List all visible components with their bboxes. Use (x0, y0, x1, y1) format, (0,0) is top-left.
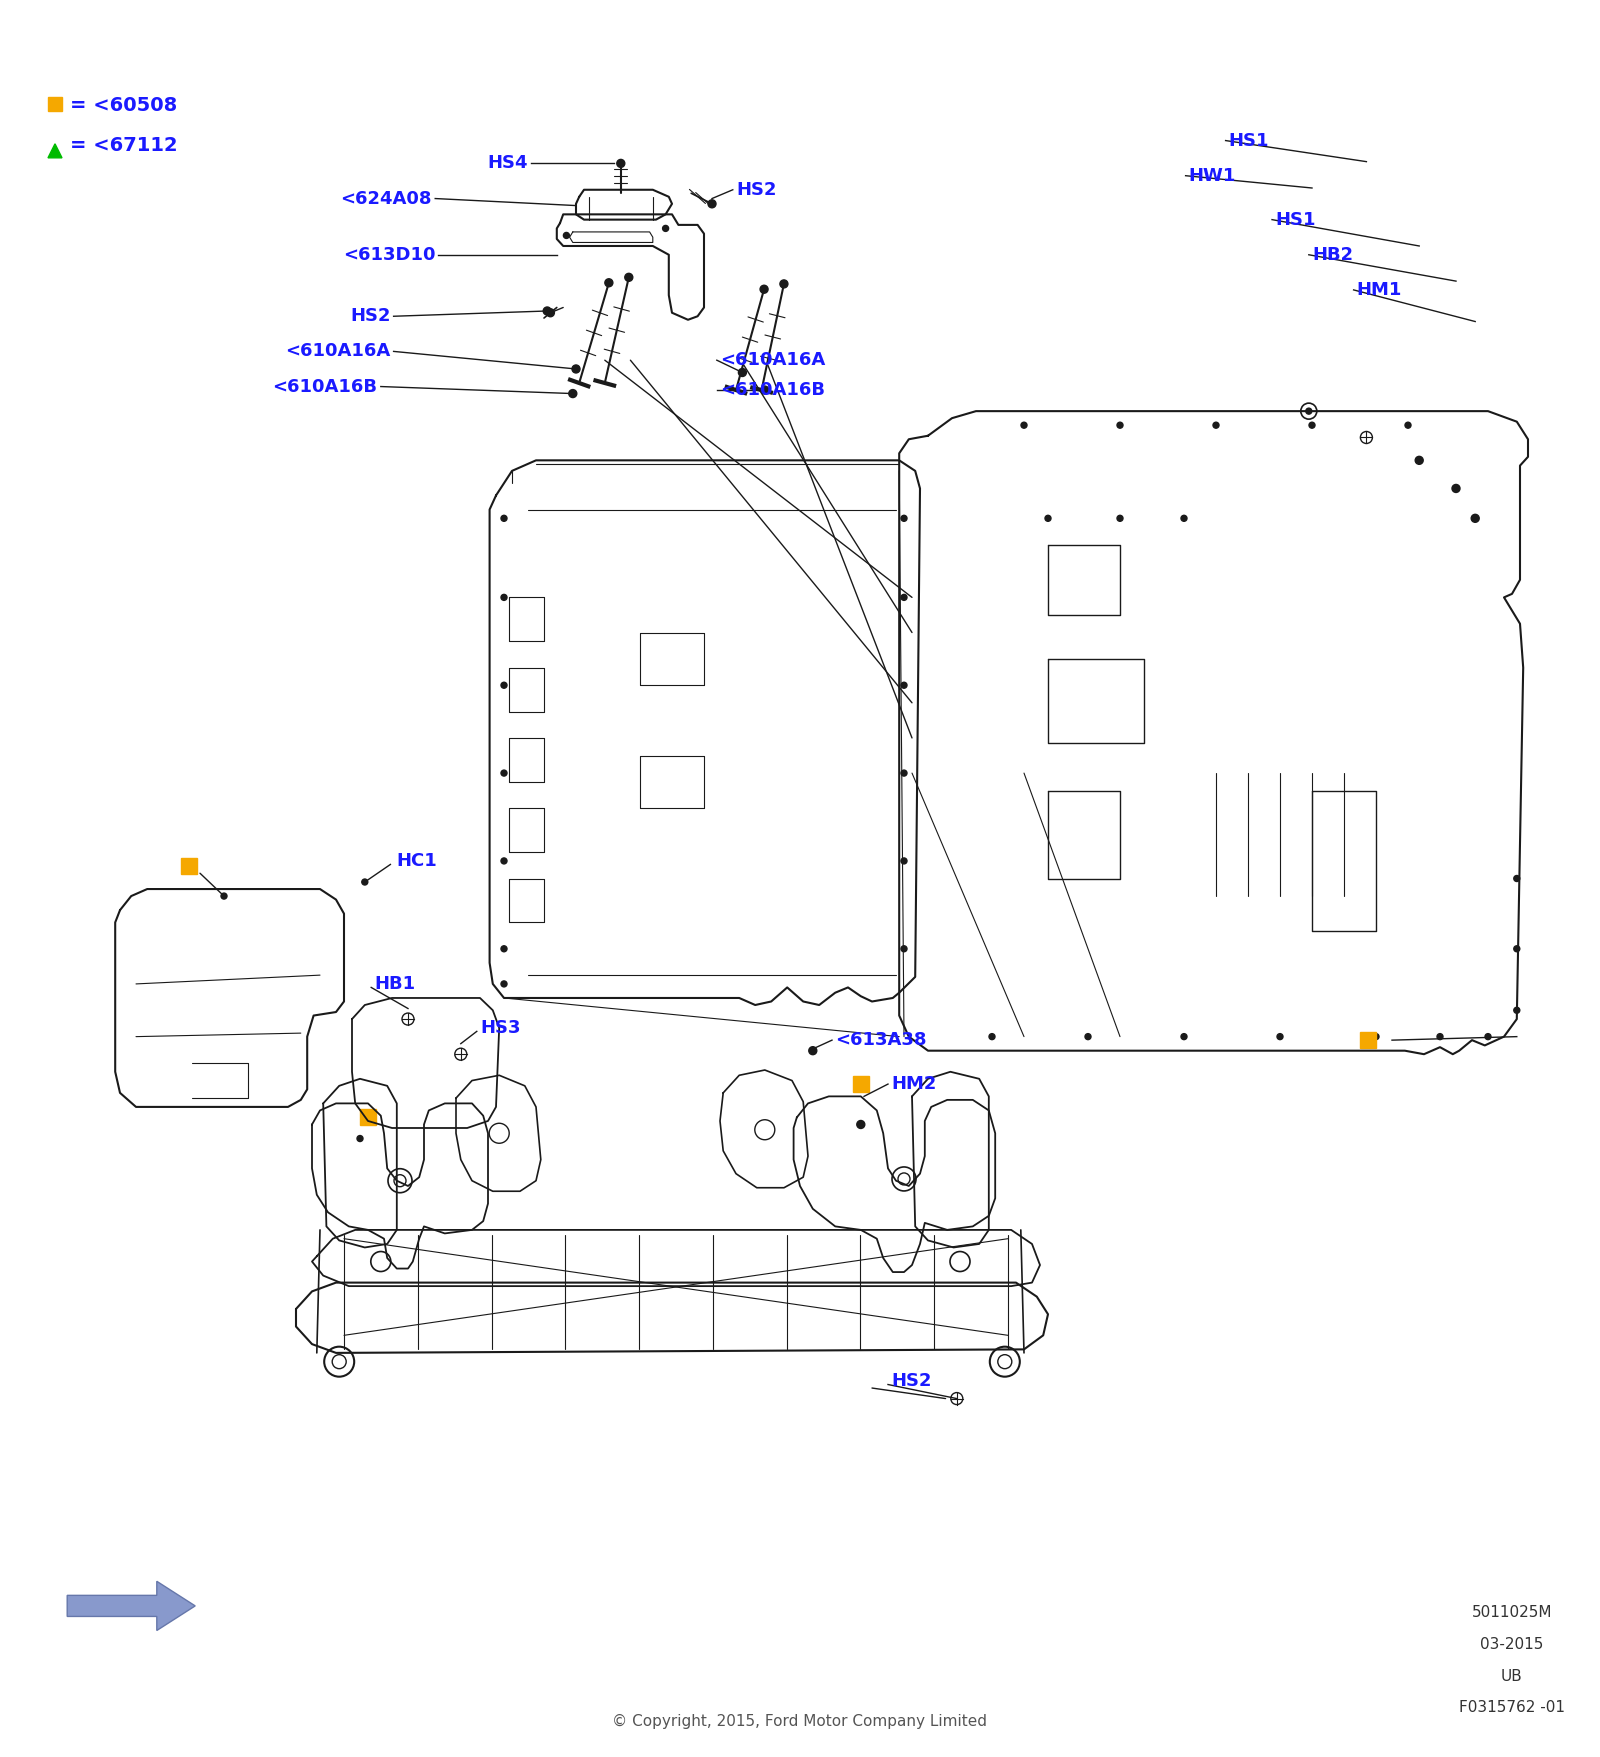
Circle shape (1213, 422, 1219, 429)
Circle shape (1470, 515, 1480, 522)
Circle shape (501, 945, 507, 952)
Text: UB: UB (1501, 1669, 1523, 1683)
Text: HS3: HS3 (480, 1019, 520, 1037)
Circle shape (1306, 408, 1312, 415)
Bar (1360, 1031, 1376, 1049)
Text: © Copyright, 2015, Ford Motor Company Limited: © Copyright, 2015, Ford Motor Company Li… (613, 1715, 987, 1729)
Circle shape (1373, 1033, 1379, 1040)
Bar (48, 97, 62, 111)
Text: <624A08: <624A08 (341, 190, 432, 207)
Circle shape (1181, 1033, 1187, 1040)
Circle shape (1309, 422, 1315, 429)
Circle shape (605, 279, 613, 286)
Circle shape (501, 515, 507, 522)
Bar (181, 857, 197, 875)
Circle shape (901, 857, 907, 864)
Circle shape (357, 1135, 363, 1142)
Bar (360, 1109, 376, 1126)
Text: HB2: HB2 (1312, 246, 1354, 264)
Circle shape (544, 307, 550, 315)
Text: <610A16A: <610A16A (285, 343, 390, 360)
Text: HC1: HC1 (397, 852, 437, 870)
Circle shape (501, 770, 507, 777)
Circle shape (573, 365, 579, 372)
Circle shape (1117, 515, 1123, 522)
Text: <610A16B: <610A16B (720, 381, 826, 399)
Circle shape (989, 1033, 995, 1040)
Circle shape (1181, 515, 1187, 522)
Circle shape (762, 387, 768, 394)
Circle shape (1514, 875, 1520, 882)
Circle shape (901, 594, 907, 601)
Circle shape (362, 878, 368, 886)
Text: HS2: HS2 (891, 1372, 931, 1390)
Circle shape (618, 160, 626, 167)
Text: HS1: HS1 (1275, 211, 1315, 228)
Circle shape (1277, 1033, 1283, 1040)
Text: 5011025M: 5011025M (1472, 1606, 1552, 1620)
Circle shape (808, 1047, 816, 1054)
Circle shape (1085, 1033, 1091, 1040)
Circle shape (501, 682, 507, 689)
Circle shape (1514, 945, 1520, 952)
Circle shape (901, 515, 907, 522)
Circle shape (1117, 422, 1123, 429)
Circle shape (546, 309, 554, 316)
Circle shape (1514, 1007, 1520, 1014)
Polygon shape (48, 144, 62, 158)
Text: <610A16B: <610A16B (272, 378, 378, 395)
Circle shape (760, 285, 768, 293)
Text: 03-2015: 03-2015 (1480, 1638, 1544, 1652)
Circle shape (901, 945, 907, 952)
Circle shape (501, 857, 507, 864)
Circle shape (1405, 422, 1411, 429)
Text: HS1: HS1 (1229, 132, 1269, 149)
Circle shape (563, 232, 570, 239)
Circle shape (779, 279, 787, 288)
Text: <610A16A: <610A16A (720, 351, 826, 369)
Circle shape (501, 980, 507, 987)
Circle shape (1453, 485, 1459, 492)
Text: = <60508: = <60508 (70, 97, 178, 114)
Circle shape (1485, 1033, 1491, 1040)
Circle shape (221, 893, 227, 900)
Text: HS2: HS2 (736, 181, 776, 199)
Circle shape (858, 1121, 866, 1128)
Circle shape (662, 225, 669, 232)
Circle shape (501, 594, 507, 601)
Circle shape (1021, 422, 1027, 429)
Circle shape (1437, 1033, 1443, 1040)
Circle shape (570, 390, 576, 397)
Circle shape (739, 369, 747, 376)
Circle shape (901, 682, 907, 689)
Text: HM1: HM1 (1357, 281, 1402, 299)
Text: = <67112: = <67112 (70, 137, 178, 155)
Polygon shape (67, 1581, 195, 1630)
Text: HW1: HW1 (1189, 167, 1237, 184)
Circle shape (901, 770, 907, 777)
Text: HM2: HM2 (891, 1075, 936, 1093)
Circle shape (707, 200, 717, 207)
Circle shape (624, 274, 632, 281)
Bar (853, 1075, 869, 1093)
Text: HS4: HS4 (488, 155, 528, 172)
Circle shape (1416, 457, 1424, 464)
Circle shape (1045, 515, 1051, 522)
Text: F0315762 -01: F0315762 -01 (1459, 1701, 1565, 1715)
Text: <613D10: <613D10 (342, 246, 435, 264)
Text: HS2: HS2 (350, 307, 390, 325)
Text: <613A38: <613A38 (835, 1031, 926, 1049)
Text: HB1: HB1 (374, 975, 416, 993)
